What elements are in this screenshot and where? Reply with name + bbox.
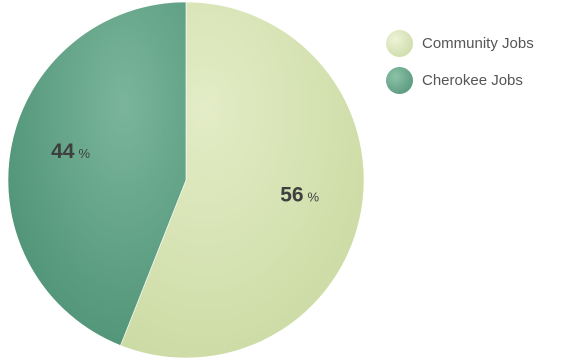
pie-slice-community-jobs [120,1,365,359]
pie-slices [7,1,365,359]
legend-swatch-cherokee-jobs [386,66,413,94]
pie-slice-labels: 56 % 44% [51,140,319,207]
pie-slice-cherokee-jobs [7,1,187,346]
legend-item-cherokee-jobs: Cherokee Jobs [386,66,534,94]
legend-item-community-jobs: Community Jobs [386,29,534,57]
legend-label-cherokee-jobs: Cherokee Jobs [422,71,523,89]
pie-slice-label-cherokee-jobs: 44% [51,140,90,163]
legend-label-community-jobs: Community Jobs [422,34,534,52]
pie-slice-label-community-jobs: 56% [280,184,319,207]
legend: Community Jobs Cherokee Jobs [386,29,534,103]
legend-swatch-community-jobs [386,29,413,57]
